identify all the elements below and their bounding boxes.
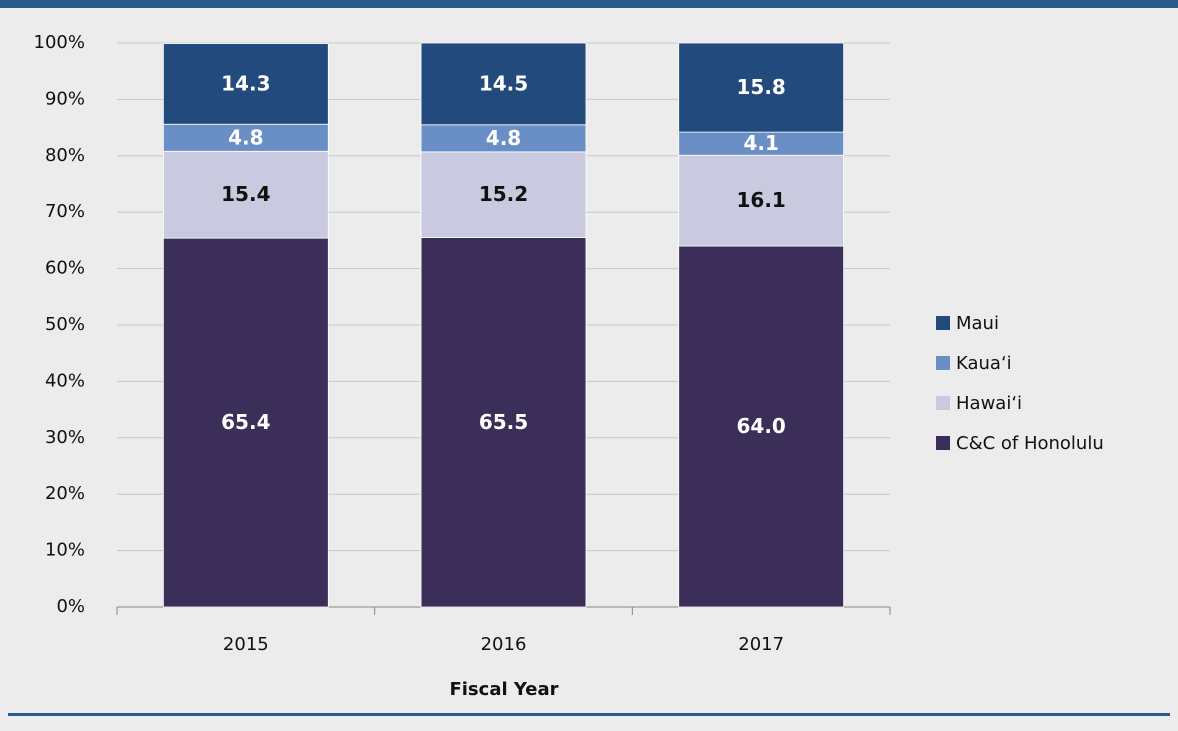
legend-swatch <box>936 396 950 410</box>
bar-segment <box>678 154 845 247</box>
bar-segment <box>162 43 329 125</box>
legend-swatch <box>936 316 950 330</box>
data-label: 15.2 <box>479 182 528 206</box>
y-tick-label: 80% <box>45 145 85 166</box>
data-label: 4.8 <box>486 126 521 150</box>
y-tick-label: 40% <box>45 370 85 391</box>
data-label: 15.8 <box>736 75 785 99</box>
y-tick-label: 20% <box>45 483 85 504</box>
data-label: 64.0 <box>736 414 785 438</box>
data-label: 14.5 <box>479 71 528 95</box>
bar-segment <box>162 150 329 239</box>
bottom-rule <box>8 713 1170 716</box>
bar-segment <box>420 42 587 126</box>
legend-swatch <box>936 356 950 370</box>
data-label: 65.4 <box>221 410 270 434</box>
top-band <box>0 0 1178 8</box>
y-tick-label: 100% <box>34 32 85 53</box>
data-label: 4.8 <box>228 125 263 149</box>
x-tick-label: 2015 <box>223 634 269 655</box>
legend-label: Kaua‘i <box>956 353 1012 374</box>
x-tick-label: 2016 <box>481 634 527 655</box>
y-tick-label: 50% <box>45 314 85 335</box>
legend-label: Hawai‘i <box>956 393 1022 414</box>
y-tick-label: 30% <box>45 427 85 448</box>
data-label: 65.5 <box>479 410 528 434</box>
y-tick-label: 70% <box>45 201 85 222</box>
bar-segment <box>162 237 329 608</box>
data-label: 14.3 <box>221 71 270 95</box>
bar-segment <box>678 42 845 133</box>
y-tick-label: 60% <box>45 258 85 279</box>
data-label: 16.1 <box>736 188 785 212</box>
legend-label: C&C of Honolulu <box>956 433 1104 454</box>
bar-segment <box>420 237 587 608</box>
y-tick-label: 10% <box>45 540 85 561</box>
y-tick-label: 90% <box>45 88 85 109</box>
legend-label: Maui <box>956 313 999 334</box>
bar-segment <box>678 245 845 608</box>
x-tick-label: 2017 <box>738 634 784 655</box>
y-tick-label: 0% <box>56 596 85 617</box>
bar-segment <box>162 123 329 152</box>
data-label: 15.4 <box>221 182 270 206</box>
data-label: 4.1 <box>743 131 778 155</box>
bar-segment <box>420 151 587 238</box>
x-axis-label: Fiscal Year <box>449 679 558 700</box>
legend-swatch <box>936 436 950 450</box>
